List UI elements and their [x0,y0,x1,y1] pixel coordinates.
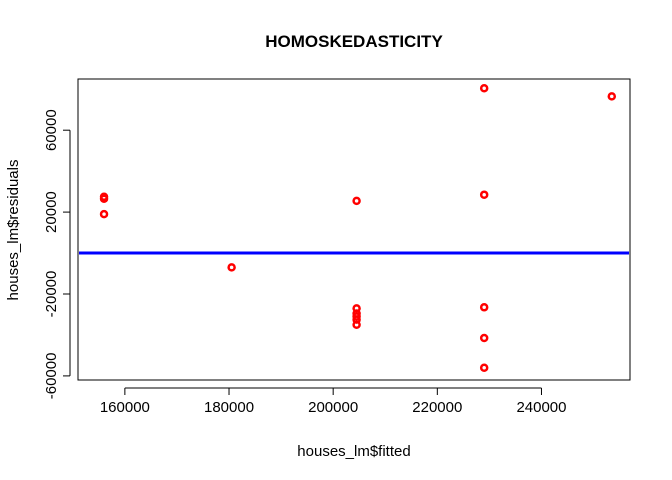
data-point [99,194,109,204]
plot-frame [77,78,631,381]
data-point [479,190,489,199]
data-point [479,303,489,312]
x-axis: 160000 180000 200000 220000 240000 [100,387,567,416]
data-point [227,263,236,272]
x-tick-label: 220000 [412,399,462,416]
y-tick-label: -60000 [43,353,60,400]
x-tick-label: 180000 [204,399,254,416]
x-tick-label: 200000 [308,399,358,416]
y-tick-label: 20000 [43,191,60,233]
x-tick-label: 160000 [100,399,150,416]
data-point [352,312,361,321]
data-point [352,196,361,206]
data-point [352,320,361,329]
data-point [479,363,489,372]
y-axis-label: houses_lm$residuals [5,160,22,301]
chart-title: HOMOSKEDASTICITY [265,32,443,51]
data-point [479,83,489,93]
x-axis-label: houses_lm$fitted [297,443,410,460]
x-tick-label: 240000 [516,399,566,416]
data-point [99,209,109,219]
y-tick-label: -20000 [43,271,60,318]
data-points [99,83,617,372]
data-point [479,333,489,343]
y-tick-label: 60000 [43,109,60,151]
data-point [607,92,617,101]
y-axis: -60000 -20000 20000 60000 [43,109,71,400]
